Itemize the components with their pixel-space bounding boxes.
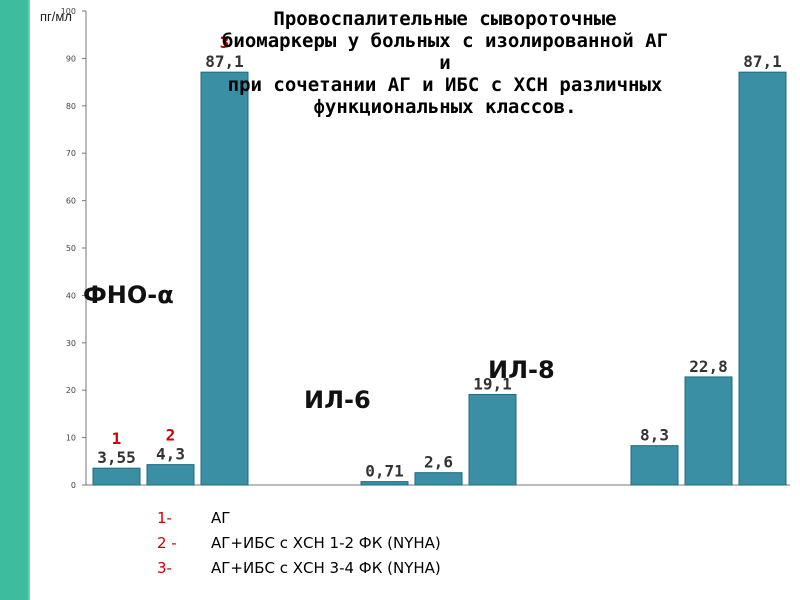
y-tick-label: 10	[66, 434, 76, 443]
legend-label: АГ	[211, 509, 231, 527]
y-tick-label: 80	[66, 102, 76, 111]
decorative-stripe	[0, 0, 28, 600]
bar	[92, 467, 141, 486]
bar	[684, 376, 733, 486]
y-tick-label: 70	[66, 149, 76, 158]
bar-value-label: 4,3	[156, 445, 185, 464]
y-tick-label: 50	[66, 244, 76, 253]
bar-number-marker: 2	[166, 426, 176, 445]
y-tick-label: 40	[66, 291, 76, 300]
y-tick-label: 0	[71, 481, 76, 490]
group-label: ИЛ-6	[304, 386, 371, 414]
decorative-stripe-line	[28, 0, 30, 600]
legend-number: 3-	[157, 559, 172, 577]
legend: 1- АГ 2 - АГ+ИБС с ХСН 1-2 ФК (NYHA) 3- …	[157, 506, 441, 581]
bar	[738, 71, 787, 486]
y-axis-label: пг/мл	[40, 9, 72, 24]
group-label: ФНО-α	[83, 281, 174, 309]
bar-value-label: 0,71	[365, 462, 404, 481]
y-tick-label: 90	[66, 54, 76, 63]
y-tick-label: 30	[66, 339, 76, 348]
legend-label: АГ+ИБС с ХСН 1-2 ФК (NYHA)	[211, 534, 441, 552]
legend-number: 2 -	[157, 534, 177, 552]
legend-item-2: 2 - АГ+ИБС с ХСН 1-2 ФК (NYHA)	[157, 531, 441, 556]
bar-number-marker: 3	[220, 33, 230, 52]
bar	[630, 445, 679, 486]
bar-number-marker: 1	[112, 429, 122, 448]
legend-item-3: 3- АГ+ИБС с ХСН 3-4 ФК (NYHA)	[157, 556, 441, 581]
bar	[468, 393, 517, 486]
y-tick-label: 20	[66, 386, 76, 395]
y-tick-label: 60	[66, 197, 76, 206]
bar-value-label: 87,1	[743, 52, 782, 71]
bar-value-label: 2,6	[424, 453, 453, 472]
bar-value-label: 19,1	[473, 374, 512, 393]
legend-item-1: 1- АГ	[157, 506, 441, 531]
bar-value-label: 8,3	[640, 426, 669, 445]
bar-value-label: 3,55	[97, 448, 136, 467]
legend-number: 1-	[157, 509, 172, 527]
bar	[360, 481, 409, 486]
y-tick-label: 100	[61, 7, 76, 16]
bar-value-label: 22,8	[689, 357, 728, 376]
bar	[414, 472, 463, 486]
bar	[146, 464, 195, 486]
bar	[200, 71, 249, 486]
legend-label: АГ+ИБС с ХСН 3-4 ФК (NYHA)	[211, 559, 441, 577]
bar-value-label: 87,1	[205, 52, 244, 71]
group-label: ИЛ-8	[488, 356, 555, 384]
chart-title: Провоспалительные сывороточные биомаркер…	[221, 8, 669, 118]
